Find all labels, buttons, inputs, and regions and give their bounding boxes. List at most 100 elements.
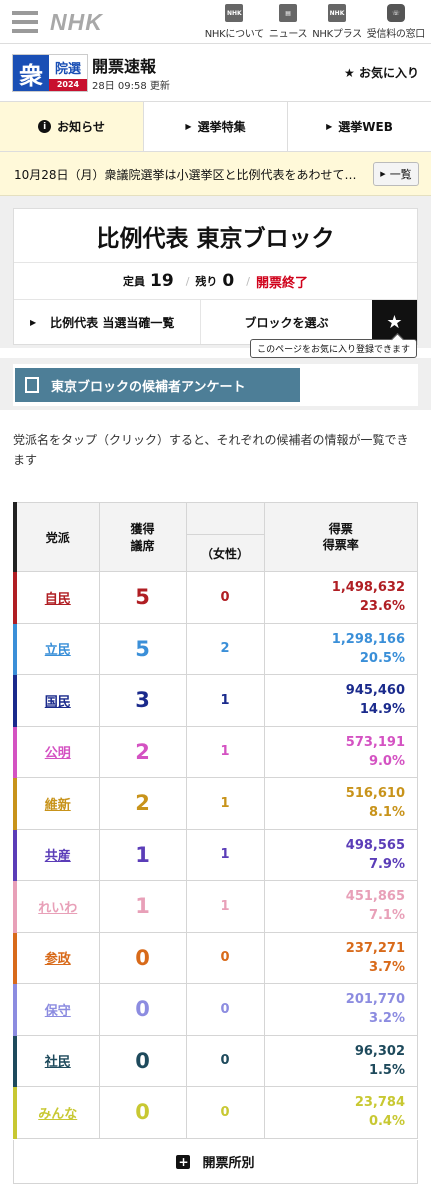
party-name-link[interactable]: 参政 [44, 952, 71, 968]
nav-link-about[interactable]: NHK NHKについて [205, 4, 264, 40]
female-seats-cell: 1 [185, 828, 265, 881]
tab-election-web[interactable]: ▶ 選挙WEB [288, 102, 431, 151]
nav-link-fee[interactable]: ☏ 受信料の窓口 [367, 4, 425, 40]
table-row: 社民 0 0 96,302 1.5% [13, 1034, 418, 1087]
vote-count: 498,565 [345, 837, 405, 853]
party-name-link[interactable]: 公明 [44, 746, 71, 762]
party-cell[interactable]: 社民 [13, 1034, 100, 1087]
party-cell[interactable]: 参政 [13, 931, 100, 984]
favorites-link[interactable]: ★ お気に入り [344, 64, 419, 81]
party-name-link[interactable]: れいわ [38, 900, 78, 916]
news-icon: ▤ [279, 4, 298, 22]
party-name-link[interactable]: 社民 [44, 1055, 71, 1071]
winners-list-button[interactable]: ▶ 比例代表 当選当確一覧 [14, 300, 201, 344]
nav-link-plus[interactable]: NHK NHKプラス [312, 4, 362, 40]
table-row: 自民 5 0 1,498,632 23.6% [13, 571, 418, 624]
party-name-link[interactable]: 維新 [44, 797, 71, 813]
votes-cell: 237,271 3.7% [263, 931, 418, 984]
party-name-link[interactable]: 国民 [44, 694, 71, 710]
polling-station-label: 開票所別 [202, 1156, 255, 1171]
votes-cell: 96,302 1.5% [263, 1034, 418, 1087]
divider: / [246, 274, 250, 288]
party-cell[interactable]: 国民 [13, 674, 100, 727]
block-card: 比例代表 東京ブロック 定員 19 / 残り 0 / 開票終了 ▶ 比例代表 当選… [13, 208, 418, 345]
seats-cell: 5 [98, 571, 187, 624]
caret-right-icon: ▶ [185, 122, 192, 131]
notice-list-button[interactable]: ▶ 一覧 [373, 162, 419, 186]
update-time: 28日 09:58 更新 [92, 81, 170, 92]
remaining-value: 0 [222, 271, 235, 291]
votes-cell: 498,565 7.9% [263, 828, 418, 881]
header-female-spacer [185, 502, 265, 535]
party-cell[interactable]: れいわ [13, 880, 100, 933]
female-seats-cell: 1 [185, 725, 265, 778]
table-row: 共産 1 1 498,565 7.9% [13, 828, 418, 881]
party-cell[interactable]: みんな [13, 1086, 100, 1139]
notice-text[interactable]: 10月28日（月）衆議院選挙は小選挙区と比例代表をあわせて… [14, 168, 357, 182]
tab-election-special[interactable]: ▶ 選挙特集 [144, 102, 288, 151]
table-row: みんな 0 0 23,784 0.4% [13, 1086, 418, 1139]
tab-notices[interactable]: i お知らせ [0, 102, 144, 151]
nav-link-label: 受信料の窓口 [366, 29, 426, 40]
select-block-label: ブロックを選ぶ [244, 315, 329, 330]
party-cell[interactable]: 共産 [13, 828, 100, 881]
vote-count: 23,784 [354, 1095, 405, 1111]
caret-right-icon: ▶ [30, 317, 37, 327]
logo-kind: 院選 [54, 61, 81, 77]
votes-cell: 201,770 3.2% [263, 983, 418, 1036]
vote-count: 201,770 [345, 992, 405, 1008]
nhk-logo[interactable]: NHK [50, 9, 103, 35]
party-cell[interactable]: 保守 [13, 983, 100, 1036]
star-icon: ★ [386, 311, 403, 333]
tab-label: お知らせ [57, 120, 105, 134]
party-name-link[interactable]: 立民 [44, 643, 71, 659]
party-name-link[interactable]: 保守 [44, 1003, 71, 1019]
nav-link-label: NHKについて [204, 29, 264, 40]
vote-count: 1,298,166 [331, 631, 405, 647]
vote-count: 945,460 [345, 683, 405, 699]
female-seats-cell: 0 [185, 931, 265, 984]
tab-label: 選挙特集 [197, 120, 246, 134]
tab-bar: i お知らせ ▶ 選挙特集 ▶ 選挙WEB [0, 102, 431, 152]
party-cell[interactable]: 立民 [13, 622, 100, 675]
block-title: 比例代表 東京ブロック [14, 209, 417, 263]
notice-list-label: 一覧 [389, 168, 412, 181]
top-nav: NHK NHK NHKについて ▤ ニュース NHK NHKプラス ☏ 受信料の… [0, 0, 431, 44]
female-seats-cell: 0 [185, 1034, 265, 1087]
nav-link-news[interactable]: ▤ ニュース [269, 4, 308, 40]
party-cell[interactable]: 維新 [13, 777, 100, 830]
vote-rate: 1.5% [368, 1062, 405, 1078]
party-name-link[interactable]: 共産 [44, 849, 71, 865]
votes-cell: 23,784 0.4% [263, 1086, 418, 1139]
select-block-button[interactable]: ブロックを選ぶ [201, 300, 372, 344]
vote-rate: 20.5% [359, 650, 405, 666]
plus-icon: + [176, 1154, 191, 1169]
divider: / [185, 274, 190, 288]
header-party: 党派 [13, 502, 100, 572]
election-logo[interactable]: 衆 院選 2024 [12, 54, 88, 92]
menu-icon[interactable] [12, 11, 38, 33]
vote-rate: 23.6% [359, 599, 405, 615]
header-votes: 得票 得票率 [263, 502, 418, 572]
nav-links: NHK NHKについて ▤ ニュース NHK NHKプラス ☏ 受信料の窓口 [200, 4, 425, 40]
header-seats-label: 獲得 議席 [130, 522, 155, 553]
vote-rate: 14.9% [359, 702, 405, 718]
polling-station-button[interactable]: + 開票所別 [13, 1140, 418, 1184]
party-cell[interactable]: 自民 [13, 571, 100, 624]
table-row: 国民 3 1 945,460 14.9% [13, 674, 418, 727]
female-seats-cell: 1 [185, 674, 265, 727]
candidate-survey-button[interactable]: 東京ブロックの候補者アンケート [15, 368, 300, 402]
header-rate-label: 得票率 [322, 538, 359, 552]
party-name-link[interactable]: 自民 [44, 591, 71, 607]
seats-cell: 0 [98, 1086, 187, 1139]
vote-count: 237,271 [345, 940, 405, 956]
block-stats: 定員 19 / 残り 0 / 開票終了 [14, 263, 417, 300]
party-name-link[interactable]: みんな [38, 1106, 78, 1122]
party-cell[interactable]: 公明 [13, 725, 100, 778]
vote-count: 451,865 [345, 889, 405, 905]
female-seats-cell: 0 [185, 983, 265, 1036]
survey-section: 東京ブロックの候補者アンケート [0, 358, 431, 410]
caret-right-icon: ▶ [380, 170, 386, 178]
seats-cell: 1 [98, 828, 187, 881]
female-seats-cell: 2 [185, 622, 265, 675]
